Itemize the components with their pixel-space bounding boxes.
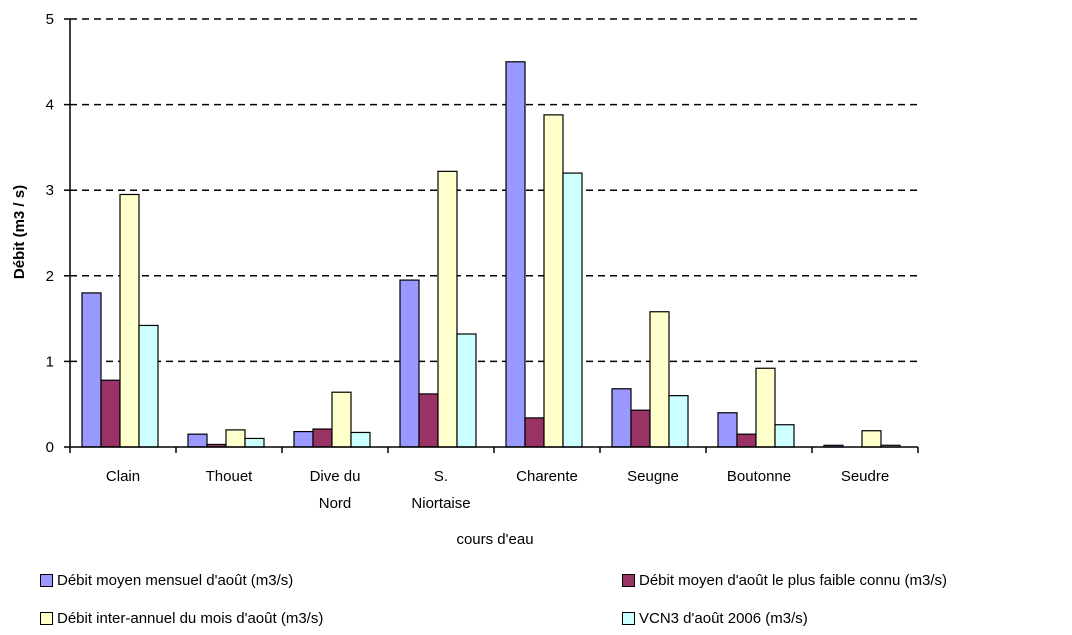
bar (293, 430, 314, 448)
x-tick-label: Thouet (206, 468, 254, 485)
bar (350, 431, 371, 448)
bar (399, 279, 420, 448)
bars (81, 61, 901, 448)
bar (81, 292, 102, 448)
y-tick-label: 0 (46, 439, 54, 456)
bar (755, 367, 776, 448)
legend-swatch (622, 574, 635, 587)
legend-item: Débit inter-annuel du mois d'août (m3/s) (40, 610, 323, 627)
x-tick-labels: Clain Thouet Dive du Nord S. Niortaise Charent… (106, 468, 889, 512)
bar (505, 61, 526, 448)
bar (649, 311, 670, 448)
y-tick-label: 1 (46, 353, 54, 370)
axes (64, 18, 919, 453)
x-tick-label: S. Niortaise (411, 468, 470, 512)
legend: Débit moyen mensuel d'août (m3/s) Débit m… (0, 560, 1072, 635)
x-tick-label: Seugne (627, 468, 679, 485)
bar (119, 193, 140, 448)
legend-label: Débit moyen d'août le plus faible connu … (639, 572, 948, 589)
bar (187, 433, 208, 448)
x-axis-title: cours d'eau (456, 531, 533, 548)
bar (456, 333, 477, 448)
y-tick-label: 2 (46, 268, 54, 285)
bar (418, 393, 439, 448)
bar (668, 395, 689, 448)
bar (524, 417, 545, 448)
x-tick-label: Charente (516, 468, 578, 485)
legend-swatch (40, 574, 53, 587)
y-tick-label: 3 (46, 182, 54, 199)
bar (138, 324, 159, 448)
bar (736, 433, 757, 448)
legend-item: VCN3 d'août 2006 (m3/s) (622, 610, 808, 627)
y-tick-labels: 0 1 2 3 4 5 (46, 11, 54, 456)
bar (244, 437, 265, 448)
bar (717, 412, 738, 448)
legend-item: Débit moyen d'août le plus faible connu … (622, 572, 947, 589)
y-tick-label: 5 (46, 11, 54, 28)
bar (225, 429, 246, 448)
bar (312, 428, 333, 448)
bar (861, 430, 882, 448)
bar (543, 114, 564, 448)
legend-label: VCN3 d'août 2006 (m3/s) (639, 610, 808, 627)
bar (562, 172, 583, 448)
x-tick-label: Seudre (841, 468, 889, 485)
bar (611, 388, 632, 448)
y-tick-label: 4 (46, 97, 54, 114)
legend-swatch (40, 612, 53, 625)
bar (331, 391, 352, 448)
legend-swatch (622, 612, 635, 625)
x-tick-label: Clain (106, 468, 140, 485)
y-axis-title: Débit (m3 / s) (11, 185, 28, 279)
x-tick-label: Boutonne (727, 468, 791, 485)
legend-label: Débit inter-annuel du mois d'août (m3/s) (57, 610, 324, 627)
legend-item: Débit moyen mensuel d'août (m3/s) (40, 572, 293, 589)
x-tick-label: Dive du Nord (310, 468, 361, 512)
bar (100, 379, 121, 448)
bar (774, 424, 795, 448)
bar-chart: 0 1 2 3 4 5 Clain Thouet Dive du Nord S. Niortaise… (11, 11, 919, 548)
gridlines (70, 18, 918, 363)
bar (630, 409, 651, 448)
legend-label: Débit moyen mensuel d'août (m3/s) (57, 572, 294, 589)
bar (437, 170, 458, 448)
